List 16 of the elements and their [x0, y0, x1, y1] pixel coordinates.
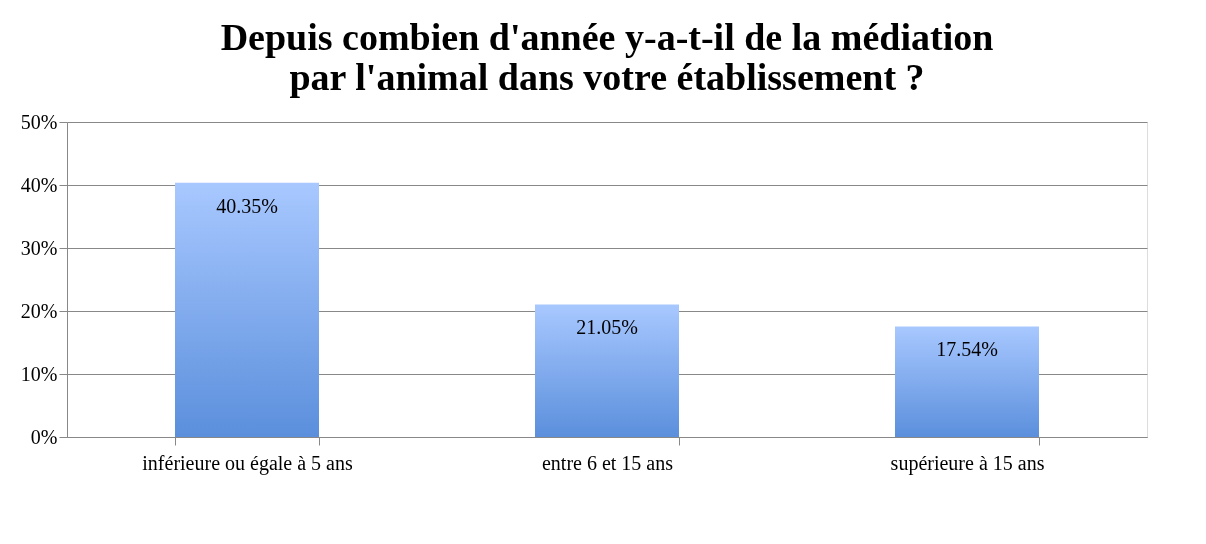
- data-label: 40.35%: [216, 194, 278, 217]
- y-tick-label: 0%: [30, 425, 58, 448]
- x-tick-label: inférieure ou égale à 5 ans: [142, 451, 353, 475]
- y-tick-label: 50%: [20, 110, 58, 133]
- x-tick-label: supérieure à 15 ans: [890, 451, 1045, 475]
- y-tick-label: 20%: [20, 299, 58, 322]
- data-label: 21.05%: [576, 316, 638, 339]
- bar: [535, 304, 679, 437]
- chart-title: Depuis combien d'année y-a-t-il de la médiation par l'animal dans votre établissement ?: [220, 16, 994, 98]
- x-tick-label: entre 6 et 15 ans: [541, 451, 674, 474]
- y-tick-label: 30%: [20, 236, 58, 259]
- data-label: 17.54%: [936, 338, 998, 361]
- y-tick-label: 10%: [20, 362, 58, 385]
- bar: [895, 326, 1039, 437]
- y-tick-label: 40%: [20, 173, 58, 196]
- bar: [175, 182, 319, 437]
